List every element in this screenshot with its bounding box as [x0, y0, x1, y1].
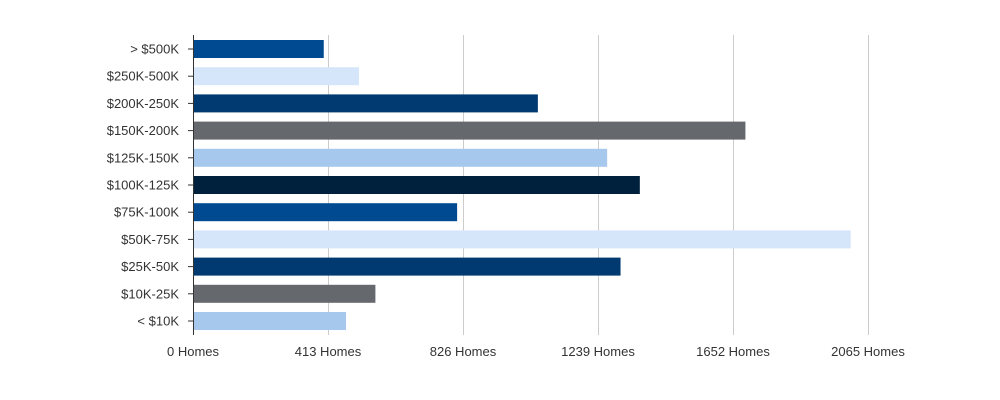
y-tick-label: $25K-50K	[121, 259, 179, 274]
y-tick-label: < $10K	[137, 314, 179, 329]
y-axis-labels: > $500K $250K-500K $200K-250K $150K-200K $12…	[107, 42, 180, 329]
y-tick-label: $75K-100K	[114, 205, 179, 220]
bar[interactable]	[193, 312, 346, 330]
y-tick-label: $150K-200K	[107, 123, 180, 138]
axis-layer	[188, 35, 194, 335]
bar[interactable]	[193, 176, 640, 194]
y-tick-label: > $500K	[130, 42, 179, 57]
x-tick-label: 1652 Homes	[696, 344, 770, 359]
x-tick-label: 0 Homes	[167, 344, 220, 359]
x-tick-label: 826 Homes	[430, 344, 497, 359]
bar[interactable]	[193, 121, 746, 140]
x-tick-label: 1239 Homes	[561, 344, 635, 359]
bar[interactable]	[193, 94, 538, 113]
y-tick-label: $50K-75K	[121, 232, 179, 247]
bar[interactable]	[193, 148, 608, 167]
bar[interactable]	[193, 40, 324, 58]
bar[interactable]	[193, 67, 360, 86]
y-tick-label: $125K-150K	[107, 150, 180, 165]
x-axis-labels: 0 Homes 413 Homes 826 Homes 1239 Homes 1652 …	[167, 344, 905, 359]
bar[interactable]	[193, 284, 376, 303]
bar-layer	[193, 40, 851, 330]
bar[interactable]	[193, 230, 851, 249]
y-tick-label: $100K-125K	[107, 178, 180, 193]
bar[interactable]	[193, 257, 621, 276]
x-tick-label: 2065 Homes	[831, 344, 905, 359]
y-tick-label: $10K-25K	[121, 286, 179, 301]
y-tick-label: $200K-250K	[107, 96, 180, 111]
y-tick-label: $250K-500K	[107, 69, 180, 84]
bar[interactable]	[193, 203, 458, 222]
x-tick-label: 413 Homes	[295, 344, 362, 359]
